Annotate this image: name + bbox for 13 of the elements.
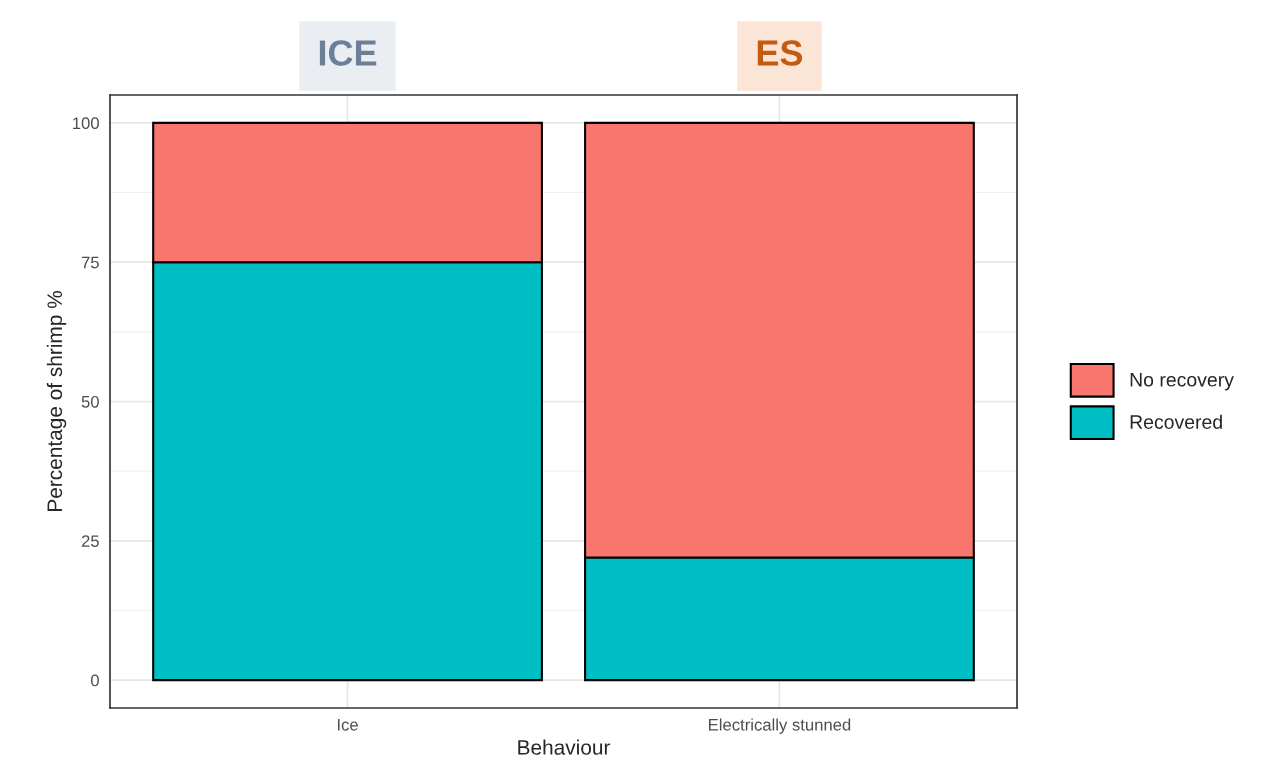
- y-tick-label: 75: [81, 256, 99, 269]
- text: ICE: [319, 40, 377, 66]
- y-tick-label: 0: [90, 674, 99, 687]
- y-tick-label: 25: [81, 535, 99, 548]
- legend-label: No recovery: [1130, 373, 1234, 391]
- text: ES: [757, 40, 803, 66]
- x-tick-label: Electrically stunned: [709, 718, 851, 734]
- y-axis-title: Percentage of shrimp %: [46, 291, 67, 511]
- x-tick-label: Ice: [337, 719, 358, 731]
- x-axis-title: Behaviour: [518, 739, 611, 755]
- y-tick-label: 100: [73, 117, 99, 130]
- y-tick-label: 50: [81, 395, 99, 408]
- legend-label: Recovered: [1130, 414, 1222, 429]
